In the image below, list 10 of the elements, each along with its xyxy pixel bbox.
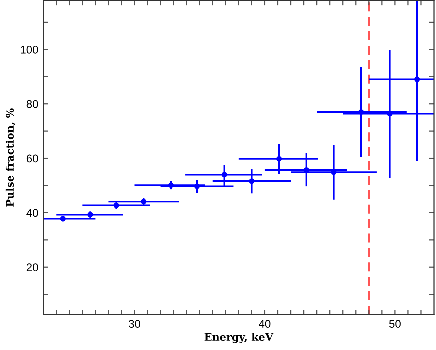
y-tick-label: 60 xyxy=(26,154,38,163)
y-tick-label: 80 xyxy=(26,100,38,108)
y-axis-title: Pulse fraction, % xyxy=(6,108,16,207)
x-tick-label: 30 xyxy=(129,320,140,328)
y-tick-label: 100 xyxy=(21,46,38,54)
x-tick-label: 50 xyxy=(389,320,401,328)
y-tick-label: 20 xyxy=(26,264,38,272)
x-tick-label: 40 xyxy=(259,320,271,328)
x-axis-title: Energy, keV xyxy=(204,332,274,344)
y-tick-label: 40 xyxy=(26,209,38,218)
